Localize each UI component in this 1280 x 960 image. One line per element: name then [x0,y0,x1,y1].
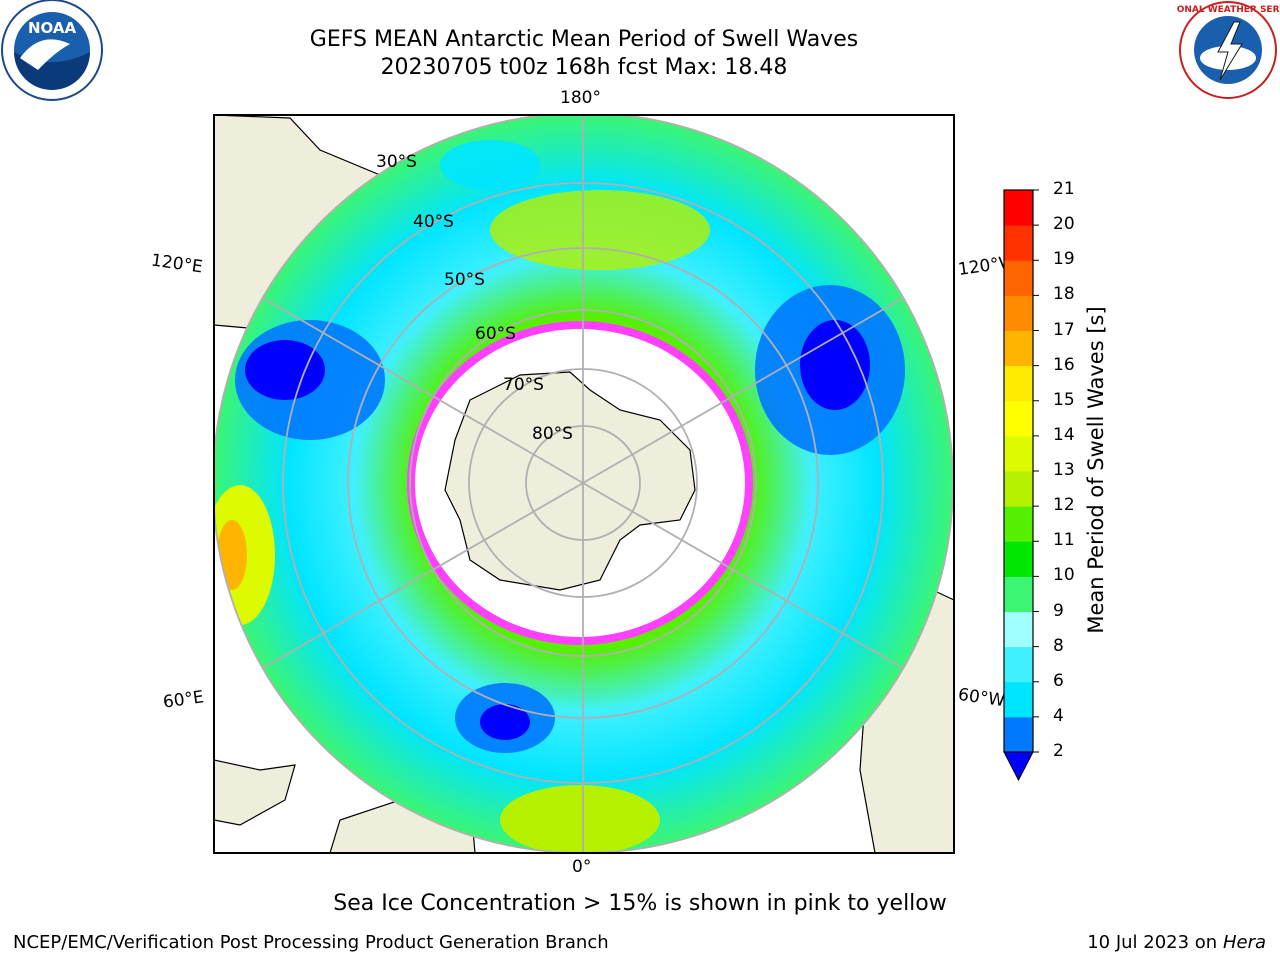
colorbar [1003,189,1039,782]
colorbar-tick-label: 19 [1053,249,1075,270]
colorbar-segment [1004,400,1033,437]
lat-label-30s: 30°S [376,152,417,172]
colorbar-extend-arrow [1003,751,1034,782]
lat-label-40s: 40°S [413,212,454,232]
colorbar-segment [1004,260,1033,296]
footer-date-text: 10 Jul 2023 on [1087,932,1218,953]
colorbar-tick-label: 9 [1053,600,1064,621]
nws-logo-text: NATIONAL WEATHER SERVICE [1176,5,1280,15]
colorbar-segment [1004,611,1033,648]
colorbar-tick-label: 18 [1053,284,1075,305]
colorbar-tick-label: 17 [1053,319,1075,340]
colorbar-tick-label: 21 [1053,179,1075,199]
lon-label-0: 0° [572,857,592,877]
colorbar-tick-label: 4 [1053,705,1064,726]
colorbar-segment [1004,365,1033,402]
lat-label-80s: 80°S [532,424,573,444]
lon-label-180: 180° [560,88,601,108]
colorbar-tick-label: 10 [1053,565,1075,586]
noaa-logo: NOAA [1,0,103,101]
lon-label-60e: 60°E [161,687,206,713]
colorbar-segment [1004,435,1033,472]
footer-date: 10 Jul 2023 on Hera [1087,932,1266,953]
lat-label-50s: 50°S [444,270,485,290]
nws-logo: NATIONAL WEATHER SERVICE [1176,1,1280,99]
lon-label-60w: 60°W [956,684,1007,712]
chart-title: GEFS MEAN Antarctic Mean Period of Swell… [309,27,859,52]
noaa-logo-text: NOAA [28,19,77,37]
colorbar-tick-label: 14 [1053,424,1075,445]
colorbar-tick-label: 11 [1053,530,1075,551]
colorbar-segment [1004,681,1033,718]
colorbar-segment [1004,330,1033,367]
colorbar-tick-label: 6 [1053,670,1064,691]
colorbar-tick-label: 16 [1053,354,1075,375]
colorbar-segment [1004,646,1033,683]
footer-credit: NCEP/EMC/Verification Post Processing Pr… [13,932,609,953]
colorbar-segment [1004,541,1033,577]
colorbar-tick-label: 15 [1053,389,1075,410]
colorbar-segment [1004,225,1033,261]
colorbar-segment [1004,295,1033,331]
lon-label-120e: 120°E [149,250,204,278]
colorbar-tick-label: 20 [1053,214,1075,235]
colorbar-tick-label: 13 [1053,460,1075,480]
colorbar-tick-label: 2 [1053,741,1064,761]
map-plot [213,114,955,854]
footer-host: Hera [1222,932,1266,953]
colorbar-segment [1004,506,1033,542]
colorbar-segment [1004,716,1033,753]
lat-label-60s: 60°S [475,324,516,344]
colorbar-segment [1004,471,1033,507]
colorbar-tick-label: 8 [1053,635,1064,656]
colorbar-tick-label: 12 [1053,495,1075,516]
chart-subtitle: 20230705 t00z 168h fcst Max: 18.48 [380,55,788,80]
colorbar-label: Mean Period of Swell Waves [s] [1084,306,1108,634]
colorbar-segment [1004,576,1033,612]
sea-ice-note: Sea Ice Concentration > 15% is shown in … [333,891,947,916]
lat-label-70s: 70°S [503,375,544,395]
colorbar-segment [1004,190,1033,226]
